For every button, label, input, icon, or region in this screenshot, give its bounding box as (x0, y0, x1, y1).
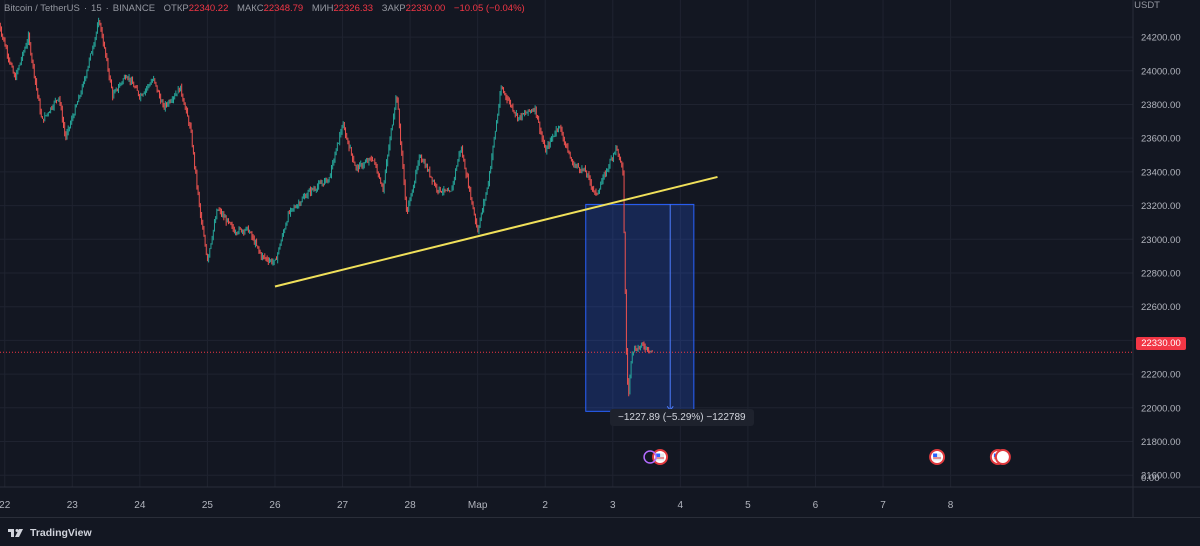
y-tick-label: 0.00 (1141, 473, 1160, 484)
y-tick-label: 23800.00 (1141, 100, 1181, 111)
x-tick-label: 24 (134, 500, 146, 511)
event-other-icon (643, 450, 657, 464)
x-tick-label: 7 (880, 500, 886, 511)
legend-open: 22340.22 (188, 3, 229, 14)
last-price-badge: 22330.00 (1136, 337, 1186, 350)
legend-close: 22330.00 (405, 3, 446, 14)
y-tick-label: 22600.00 (1141, 302, 1181, 313)
candles (0, 17, 653, 397)
x-tick-label: Мар (468, 500, 488, 511)
x-tick-label: 22 (0, 500, 11, 511)
y-tick-label: 23400.00 (1141, 167, 1181, 178)
tradingview-logo-icon (8, 529, 23, 537)
x-tick-label: 23 (67, 500, 79, 511)
x-tick-label: 27 (337, 500, 349, 511)
x-tick-label: 2 (542, 500, 548, 511)
trendline (274, 175, 718, 288)
y-tick-label: 23600.00 (1141, 134, 1181, 145)
y-tick-label: 23200.00 (1141, 201, 1181, 212)
axes: 24200.00 24000.00 23800.00 23600.00 23400.00… (0, 0, 1200, 517)
legend-close-label: ЗАКР (381, 3, 406, 14)
legend-open-label: ОТКР (163, 3, 189, 14)
measure-box[interactable] (585, 203, 695, 412)
legend-high: 22348.79 (263, 3, 304, 14)
legend-change: −10.05 (−0.04%) (453, 3, 525, 14)
grid (0, 0, 1133, 487)
event-flag-icon (994, 449, 1011, 465)
measure-rect (585, 203, 695, 412)
y-tick-label: 24000.00 (1141, 66, 1181, 77)
price-axis-unit: USDT (1134, 0, 1160, 11)
event-flag-icon[interactable] (929, 449, 946, 465)
legend-low: 22326.33 (333, 3, 374, 14)
event-flag-icon[interactable] (652, 449, 669, 465)
legend-low-label: МИН (311, 3, 334, 14)
x-tick-label: 8 (948, 500, 954, 511)
x-tick-label: 3 (610, 500, 616, 511)
y-tick-label: 24200.00 (1141, 33, 1181, 44)
x-tick-label: 4 (678, 500, 684, 511)
x-tick-label: 25 (202, 500, 214, 511)
overlays (0, 175, 1133, 465)
measure-label: −1227.89 (−5.29%) −122789 (610, 409, 754, 426)
y-tick-label: 22000.00 (1141, 403, 1181, 414)
y-tick-label: 22200.00 (1141, 370, 1181, 381)
y-tick-label: 23000.00 (1141, 235, 1181, 246)
y-tick-label: 21600.00 (1141, 471, 1181, 482)
x-tick-label: 26 (269, 500, 281, 511)
tradingview-brand[interactable]: TradingView (8, 526, 92, 540)
brand-name: TradingView (30, 527, 92, 539)
legend-interval: 15 (91, 3, 102, 14)
legend-symbol[interactable]: Bitcoin / TetherUS (4, 3, 80, 14)
legend-exchange: BINANCE (112, 3, 156, 14)
x-tick-label: 6 (813, 500, 819, 511)
legend-high-label: МАКС (237, 3, 264, 14)
y-tick-label: 22800.00 (1141, 268, 1181, 279)
footer-bar: TradingView (0, 517, 1200, 546)
x-tick-label: 28 (405, 500, 417, 511)
chart-legend: Bitcoin / TetherUS · 15 · BINANCE ОТКР22340.… (4, 3, 525, 14)
x-tick-label: 5 (745, 500, 751, 511)
y-tick-label: 21800.00 (1141, 437, 1181, 448)
